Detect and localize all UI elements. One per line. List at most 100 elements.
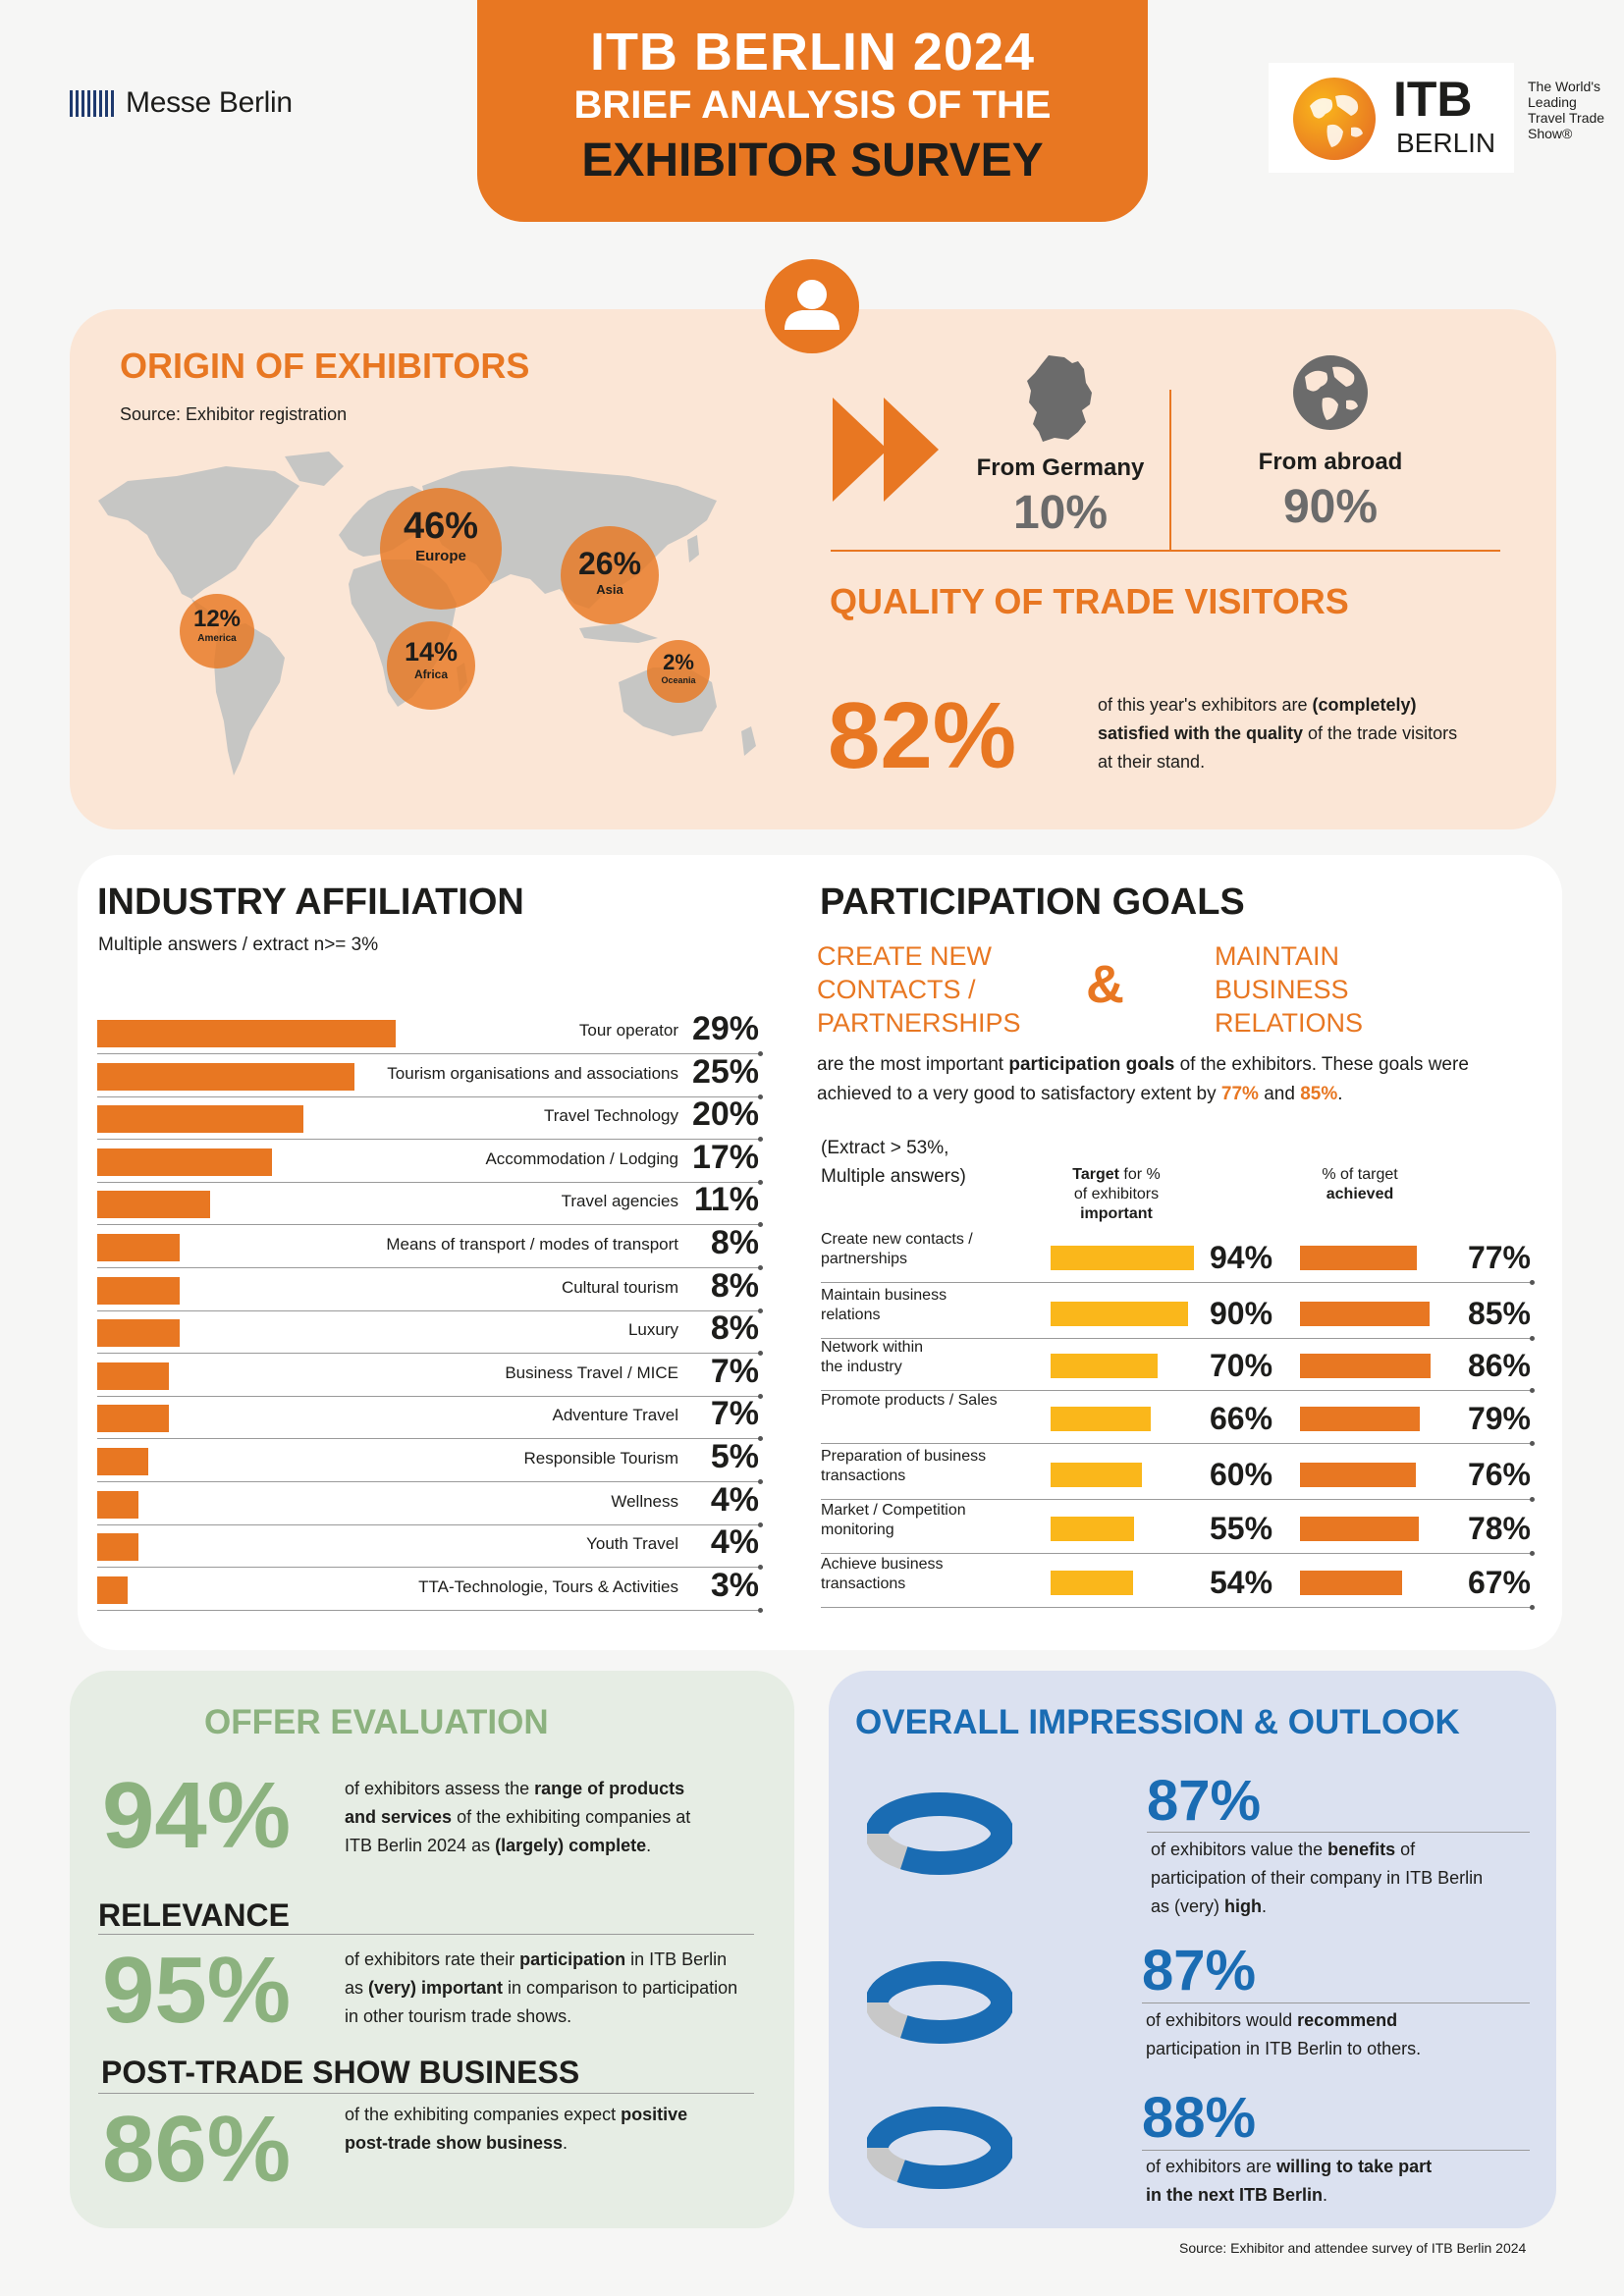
achieved-bar [1300, 1571, 1402, 1595]
quality-value: 82% [828, 683, 1017, 788]
donut-chart-1 [867, 1792, 1012, 1875]
overall-text-part: participation of their company in ITB Be… [1151, 1868, 1484, 1888]
tagline-line: The World's [1528, 79, 1600, 94]
goal-label-line: Maintain business [821, 1287, 947, 1304]
row-line [821, 1338, 1531, 1339]
goal-label-line: relations [821, 1307, 881, 1323]
industry-label: Luxury [627, 1320, 678, 1340]
industry-bar [97, 1148, 273, 1176]
goal-label-line: Create new contacts / [821, 1231, 973, 1248]
goal-label-line: transactions [821, 1575, 906, 1592]
industry-label: Cultural tourism [561, 1277, 678, 1297]
industry-row: Accommodation / Lodging 17% [97, 1139, 763, 1189]
achieved-pct: 76% [1467, 1457, 1531, 1492]
region-bubble-oceania: 2% Oceania [647, 640, 710, 703]
post-trade-title: POST-TRADE SHOW BUSINESS [101, 2055, 580, 2090]
goal-row: Promote products / Sales 66% 79% [821, 1391, 1535, 1446]
post-trade-text-bold: post-trade show business [345, 2133, 564, 2153]
goals-note: (Extract > 53%, Multiple answers) [821, 1134, 966, 1191]
goals-col-target-header: Target for % of exhibitors important [1053, 1165, 1180, 1224]
industry-row: Tourism organisations and associations 25… [97, 1053, 763, 1103]
relevance-value: 95% [102, 1938, 292, 2043]
region-name: Europe [415, 548, 466, 564]
quality-title: QUALITY OF TRADE VISITORS [830, 581, 1349, 621]
industry-pct: 25% [691, 1052, 759, 1091]
overall-title: OVERALL IMPRESSION & OUTLOOK [855, 1703, 1460, 1741]
offer-text-bold: range of products [534, 1779, 685, 1798]
target-bar [1051, 1302, 1188, 1326]
goal-label-line: Promote products / Sales [821, 1392, 998, 1409]
logo-divider [1514, 63, 1516, 173]
row-line [97, 1567, 759, 1569]
overall-text-part: of exhibitors value the [1151, 1840, 1328, 1859]
relevance-text-part: of exhibitors rate their [345, 1949, 520, 1969]
col-header-part: of exhibitors [1073, 1186, 1160, 1202]
row-line [97, 1095, 759, 1097]
row-line [97, 1395, 759, 1397]
quality-text-bold: (completely) [1312, 695, 1417, 715]
row-line [97, 1224, 759, 1226]
title-banner: ITB BERLIN 2024 BRIEF ANALYSIS OF THE EX… [477, 0, 1148, 222]
germany-map-icon [1027, 355, 1092, 442]
globe-icon [1293, 78, 1376, 160]
goals-text-part: achieved to a very good to satisfactory … [817, 1084, 1221, 1104]
goal-label: Preparation of business transactions [821, 1447, 1017, 1486]
row-line [97, 1139, 759, 1141]
row-line [97, 1053, 759, 1054]
relevance-text-bold: (very) important [368, 1978, 504, 1998]
germany-label: From Germany [976, 454, 1145, 481]
goals-title: PARTICIPATION GOALS [820, 881, 1245, 923]
overall-text-bold: high [1224, 1896, 1263, 1916]
goals-text-part: of the exhibitors. These goals were [1174, 1054, 1469, 1075]
donut-chart-3 [867, 2107, 1012, 2189]
industry-label: Travel agencies [561, 1192, 678, 1211]
industry-bar [97, 1276, 180, 1305]
row-line [97, 1481, 759, 1482]
goals-text-part: . [1337, 1084, 1343, 1104]
row-dot [758, 1393, 763, 1399]
offer-text-part: . [646, 1836, 652, 1855]
itb-berlin-logo: ITB BERLIN [1269, 63, 1516, 173]
industry-bar [97, 1490, 138, 1519]
industry-subtitle: Multiple answers / extract n>= 3% [98, 934, 379, 955]
user-icon [765, 259, 859, 353]
goal-row: Create new contacts / partnerships 94% 77% [821, 1230, 1535, 1285]
goal-label-line: monitoring [821, 1522, 894, 1538]
ampersand: & [1086, 955, 1124, 1014]
row-line [97, 1438, 759, 1440]
row-line [97, 1309, 759, 1311]
target-pct: 55% [1210, 1511, 1273, 1546]
title-line-1: ITB BERLIN 2024 [589, 23, 1036, 81]
goals-text-part: and [1258, 1084, 1301, 1104]
row-dot [758, 1137, 763, 1143]
row-dot [1530, 1388, 1535, 1393]
industry-pct: 4% [710, 1523, 759, 1562]
row-line [97, 1523, 759, 1525]
industry-pct: 17% [691, 1138, 759, 1176]
target-bar [1051, 1246, 1194, 1270]
industry-label: Travel Technology [543, 1106, 678, 1126]
abroad-column: From abroad 90% [1232, 353, 1429, 534]
divider-line [98, 2093, 754, 2094]
relevance-text-part: in comparison to participation [503, 1978, 738, 1998]
industry-label: Wellness [611, 1491, 678, 1511]
industry-row: Cultural tourism 8% [97, 1267, 763, 1317]
offer-value: 94% [102, 1763, 292, 1868]
industry-label: Adventure Travel [552, 1406, 678, 1425]
industry-pct: 7% [710, 1395, 759, 1433]
industry-bar [97, 1319, 180, 1348]
quality-text-part: of the trade visitors [1303, 723, 1458, 743]
goal-row: Preparation of business transactions 60% 76… [821, 1447, 1535, 1502]
achieved-pct: 85% [1467, 1296, 1531, 1331]
row-line [821, 1390, 1531, 1391]
offer-title: OFFER EVALUATION [204, 1703, 549, 1741]
industry-row: Means of transport / modes of transport 8… [97, 1224, 763, 1274]
region-pct: 46% [403, 506, 479, 547]
industry-bar [97, 1362, 170, 1390]
achieved-bar [1300, 1246, 1418, 1270]
target-bar [1051, 1517, 1135, 1541]
overall-text-bold: recommend [1297, 2010, 1398, 2030]
overall-text-3: of exhibitors are willing to take part i… [1146, 2153, 1432, 2210]
divider-line [1142, 2150, 1530, 2151]
industry-row: Responsible Tourism 5% [97, 1438, 763, 1488]
